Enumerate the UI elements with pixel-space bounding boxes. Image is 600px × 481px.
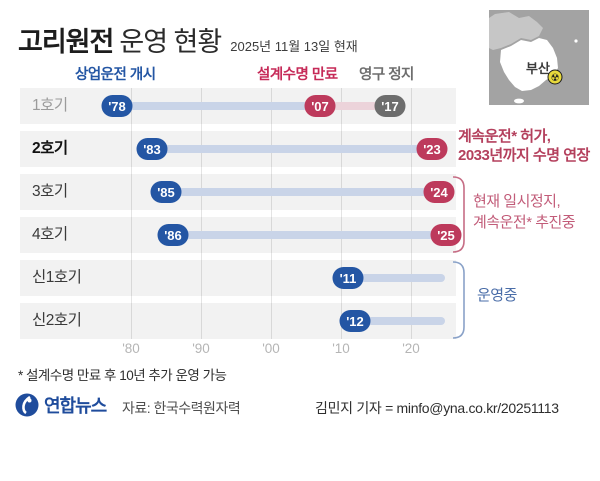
svg-text:☢: ☢ [551, 73, 560, 84]
annotation-units-3-4: 현재 일시정지, 계속운전* 추진중 [473, 191, 576, 233]
brand: 연합뉴스 [14, 392, 107, 418]
annotation-unit2-line1: 계속운전* 허가, [458, 128, 551, 145]
expire-year-pill: '23 [416, 138, 448, 160]
bracket-units-3-4 [452, 176, 465, 253]
expire-year-pill: '24 [423, 181, 455, 203]
expire-year-pill: '25 [430, 224, 462, 246]
legend-commercial-start: 상업운전 개시 [75, 67, 156, 83]
timeline-chart: 1호기 '17 '78 '07 2호기 '83 '23 3호기 '85 '24 4호기 '86 '25 신… [20, 88, 462, 339]
start-year-pill: '11 [332, 267, 364, 289]
legend-permanent-stop: 영구 정지 [359, 67, 414, 83]
data-source: 자료: 한국수력원자력 [122, 400, 241, 416]
reactor-row: 1호기 '17 '78 '07 [20, 88, 456, 124]
start-year-pill: '86 [157, 224, 189, 246]
operation-bar [173, 231, 446, 239]
reactor-row: 2호기 '83 '23 [20, 131, 456, 167]
annotation-unit2: 계속운전* 허가, 2033년까지 수명 연장 [458, 127, 590, 165]
reactor-label: 신2호기 [32, 312, 82, 329]
legend-design-life-expire: 설계수명 만료 [257, 67, 338, 83]
reactor-row: 3호기 '85 '24 [20, 174, 456, 210]
annotation-unit34-line1: 현재 일시정지, [473, 193, 561, 210]
expire-year-pill: '07 [304, 95, 336, 117]
byline: 김민지 기자 = minfo@yna.co.kr/20251113 [315, 400, 559, 416]
page-title: 고리원전 [18, 27, 114, 57]
radiation-marker-icon: ☢ [547, 69, 563, 85]
operation-bar [166, 188, 439, 196]
x-axis-tick: '10 [332, 341, 350, 356]
reactor-row: 4호기 '86 '25 [20, 217, 462, 253]
start-year-pill: '85 [150, 181, 182, 203]
bracket-shin-units [452, 261, 465, 339]
permanent-stop-pill: '17 [374, 95, 406, 117]
reactor-label: 1호기 [32, 97, 68, 114]
map-region-label: 부산 [526, 61, 550, 76]
yonhap-logo-icon [15, 393, 39, 417]
brand-name: 연합뉴스 [44, 396, 107, 416]
reactor-row: 신1호기 '11 [20, 260, 456, 296]
operation-bar [355, 317, 445, 325]
reactor-label: 3호기 [32, 183, 68, 200]
x-axis-tick: '20 [402, 341, 420, 356]
annotation-unit34-line2: 계속운전* 추진중 [473, 214, 576, 231]
annotation-unit2-line2: 2033년까지 수명 연장 [458, 147, 590, 164]
operation-bar [117, 102, 320, 110]
reactor-label: 2호기 [32, 140, 68, 157]
header: 고리원전 운영 현황 2025년 11월 13일 현재 [18, 20, 358, 59]
gridline-20 [411, 88, 412, 339]
x-axis-tick: '90 [192, 341, 210, 356]
as-of-date: 2025년 11월 13일 현재 [230, 39, 358, 54]
start-year-pill: '78 [101, 95, 133, 117]
gridline-10 [341, 88, 342, 339]
reactor-row: 신2호기 '12 [20, 303, 456, 339]
reactor-label: 4호기 [32, 226, 68, 243]
start-year-pill: '12 [339, 310, 371, 332]
page-title-sub: 운영 현황 [119, 27, 222, 57]
korea-map-icon: 부산 ☢ [489, 12, 578, 104]
reactor-label: 신1호기 [32, 269, 82, 286]
gridline-80 [131, 88, 132, 339]
locator-map: 부산 ☢ [489, 10, 589, 105]
gridline-90 [201, 88, 202, 339]
operation-bar [152, 145, 432, 153]
post-expiry-bar [320, 102, 390, 110]
x-axis-tick: '00 [262, 341, 280, 356]
x-axis-tick: '80 [122, 341, 140, 356]
operation-bar [348, 274, 445, 282]
start-year-pill: '83 [136, 138, 168, 160]
footnote: * 설계수명 만료 후 10년 추가 운영 가능 [18, 368, 227, 383]
gridline-00 [271, 88, 272, 339]
annotation-shin-units: 운영중 [477, 287, 517, 304]
